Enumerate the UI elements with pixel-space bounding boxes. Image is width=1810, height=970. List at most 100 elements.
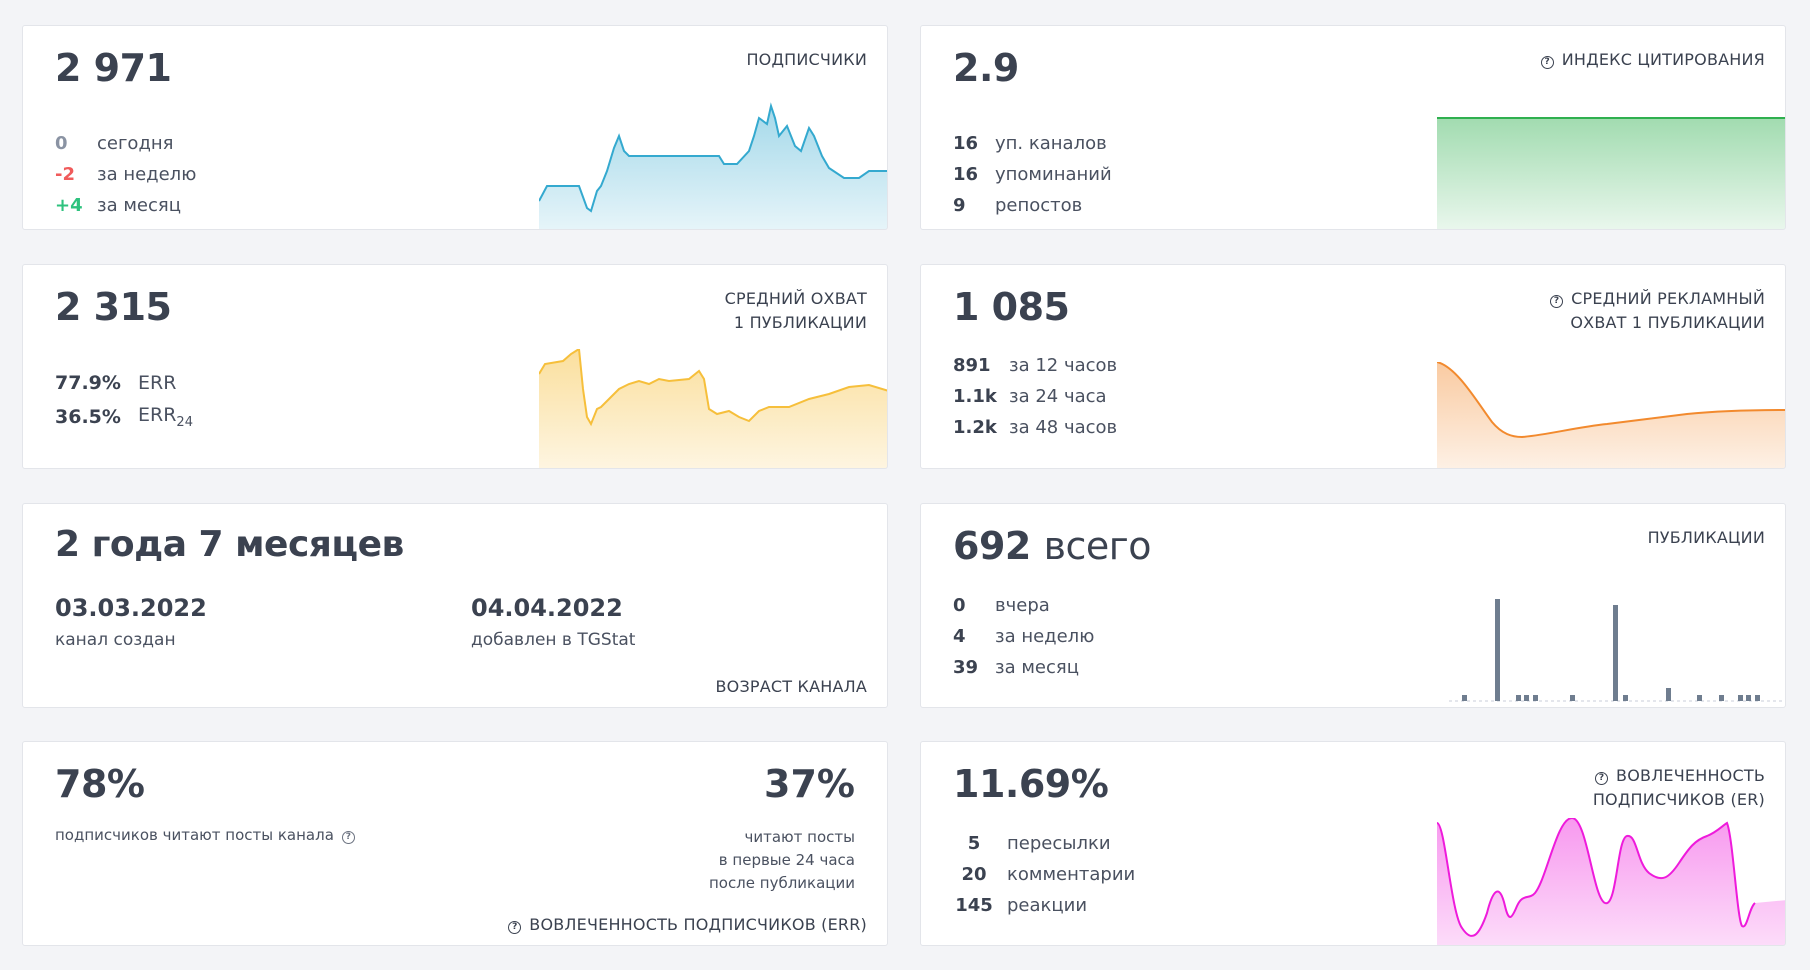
publications-card[interactable]: 692 всего ПУБЛИКАЦИИ 0 вчера 4 за неделю 3… [920, 503, 1786, 708]
subscribers-line [539, 102, 887, 213]
ad-reach-area [1437, 362, 1785, 468]
read-percent-label: подписчиков читают посты канала [55, 826, 334, 844]
subscribers-card[interactable]: 2 971 ПОДПИСЧИКИ 0 сегодня -2 за неделю +4… [22, 25, 888, 230]
publications-yesterday-label: вчера [995, 595, 1050, 616]
age-card[interactable]: 2 года 7 месяцев 03.03.2022 канал создан… [22, 503, 888, 708]
ad-reach-48h-label: за 48 часов [1009, 417, 1118, 438]
er-forwards-value: 5 [967, 833, 981, 854]
reach-title-line2: 1 ПУБЛИКАЦИИ [733, 313, 867, 332]
publication-bar [1738, 695, 1743, 701]
reach-card[interactable]: 2 315 СРЕДНИЙ ОХВАТ 1 ПУБЛИКАЦИИ 77.9% ER… [22, 264, 888, 469]
er-reactions-label: реакции [1007, 895, 1088, 916]
publications-stats: 0 вчера 4 за неделю 39 за месяц [953, 590, 1094, 683]
read-percent-value: 78% [55, 762, 145, 806]
citation-title: ? ИНДЕКС ЦИТИРОВАНИЯ [1540, 48, 1765, 72]
subscribers-count: 2 971 [55, 46, 172, 90]
publication-bar [1524, 695, 1529, 701]
added-date: 04.04.2022 [471, 594, 623, 622]
reach-stats: 77.9% ERR 36.5% ERR24 [55, 366, 193, 434]
publications-total-suffix: всего [1043, 524, 1152, 568]
ad-reach-title-line2: ОХВАТ 1 ПУБЛИКАЦИИ [1570, 313, 1765, 332]
ad-reach-48h-value: 1.2k [953, 417, 997, 438]
publication-bar [1570, 695, 1575, 701]
publication-bar [1697, 695, 1702, 701]
publication-bar [1516, 695, 1521, 701]
ad-reach-sparkline[interactable] [1437, 362, 1786, 469]
publications-week-value: 4 [953, 626, 966, 647]
err24-label-text: ERR [138, 404, 177, 427]
citation-area [1437, 118, 1785, 229]
ad-reach-12h-label: за 12 часов [1009, 355, 1118, 376]
citation-card[interactable]: 2.9 ? ИНДЕКС ЦИТИРОВАНИЯ 16 уп. каналов 16… [920, 25, 1786, 230]
subscribers-stats: 0 сегодня -2 за неделю +4 за месяц [55, 128, 196, 221]
created-label: канал создан [55, 630, 176, 650]
er-area [1437, 818, 1785, 945]
er-line [1437, 818, 1756, 937]
subscribers-today-label: сегодня [97, 133, 174, 154]
ad-reach-card[interactable]: 1 085 ? СРЕДНИЙ РЕКЛАМНЫЙ ОХВАТ 1 ПУБЛИКА… [920, 264, 1786, 469]
publication-bar [1719, 695, 1724, 701]
err24-label: ERR24 [138, 404, 193, 430]
publication-bar [1746, 695, 1751, 701]
citation-sparkline[interactable] [1437, 88, 1786, 230]
reach-sparkline[interactable] [539, 349, 888, 469]
ad-reach-title-line1: СРЕДНИЙ РЕКЛАМНЫЙ [1571, 289, 1765, 308]
publications-total: 692 всего [953, 524, 1151, 568]
er-card[interactable]: 11.69% ? ВОВЛЕЧЕННОСТЬ ПОДПИСЧИКОВ (ER) 5… [920, 741, 1786, 946]
err-label: ERR [138, 372, 177, 394]
publication-bar [1755, 695, 1760, 701]
read-24h-label-line3: после публикации [708, 874, 855, 892]
ad-reach-line [1437, 362, 1785, 439]
err-value: 77.9% [55, 372, 121, 394]
publication-bar [1623, 695, 1628, 701]
read-24h-label: читают посты в первые 24 часа после публ… [709, 826, 855, 895]
publications-bar-chart[interactable] [1449, 599, 1786, 708]
ad-reach-24h-label: за 24 часа [1009, 386, 1107, 407]
reach-title-line1: СРЕДНИЙ ОХВАТ [724, 289, 867, 308]
er-value: 11.69% [953, 762, 1109, 806]
read-card[interactable]: 78% подписчиков читают посты канала? 37%… [22, 741, 888, 946]
citation-stats: 16 уп. каналов 16 упоминаний 9 репостов [953, 128, 1112, 221]
er-comments-label: комментарии [1007, 864, 1136, 885]
help-icon[interactable]: ? [1595, 772, 1609, 785]
er-sparkline[interactable] [1437, 818, 1786, 946]
er-title-line1: ВОВЛЕЧЕННОСТЬ [1616, 766, 1765, 785]
subscribers-week-value: -2 [55, 164, 75, 185]
citation-title-text: ИНДЕКС ЦИТИРОВАНИЯ [1561, 50, 1765, 69]
help-icon[interactable]: ? [1550, 295, 1564, 308]
publications-yesterday-value: 0 [953, 595, 966, 616]
created-block: 03.03.2022 канал создан [55, 594, 207, 650]
reach-title: СРЕДНИЙ ОХВАТ 1 ПУБЛИКАЦИИ [725, 287, 867, 335]
citation-channels-value: 16 [953, 133, 979, 154]
read-24h-label-line1: читают посты [744, 828, 856, 846]
ad-reach-value: 1 085 [953, 285, 1070, 329]
age-title: ВОЗРАСТ КАНАЛА [715, 677, 867, 696]
er-title: ? ВОВЛЕЧЕННОСТЬ ПОДПИСЧИКОВ (ER) [1593, 764, 1765, 812]
help-icon[interactable]: ? [341, 831, 355, 844]
help-icon[interactable]: ? [508, 921, 522, 934]
subscribers-month-value: +4 [55, 195, 83, 216]
citation-mentions-label: упоминаний [995, 164, 1112, 185]
reach-area [539, 349, 887, 468]
reach-value: 2 315 [55, 285, 172, 329]
subscribers-today-value: 0 [55, 133, 68, 154]
er-title-line2: ПОДПИСЧИКОВ (ER) [1592, 790, 1765, 809]
added-label: добавлен в TGStat [471, 630, 636, 650]
reach-line [539, 349, 887, 427]
subscribers-title: ПОДПИСЧИКИ [746, 50, 867, 69]
er-stats: 5 пересылки 20 комментарии 145 реакции [953, 828, 1135, 921]
publications-bars [1462, 599, 1760, 701]
ad-reach-title: ? СРЕДНИЙ РЕКЛАМНЫЙ ОХВАТ 1 ПУБЛИКАЦИИ [1550, 287, 1765, 335]
channel-age-value: 2 года 7 месяцев [55, 524, 404, 565]
er-reactions-value: 145 [955, 895, 993, 916]
citation-channels-label: уп. каналов [995, 133, 1107, 154]
err24-value: 36.5% [55, 406, 121, 428]
read-24h-percent-value: 37% [764, 762, 855, 806]
help-icon[interactable]: ? [1540, 56, 1554, 69]
citation-reposts-value: 9 [953, 195, 966, 216]
subscribers-sparkline[interactable] [539, 96, 888, 230]
publications-month-value: 39 [953, 657, 979, 678]
publications-title: ПУБЛИКАЦИИ [1647, 528, 1765, 547]
ad-reach-24h-value: 1.1k [953, 386, 997, 407]
read-title: ? ВОВЛЕЧЕННОСТЬ ПОДПИСЧИКОВ (ERR) [508, 913, 867, 937]
